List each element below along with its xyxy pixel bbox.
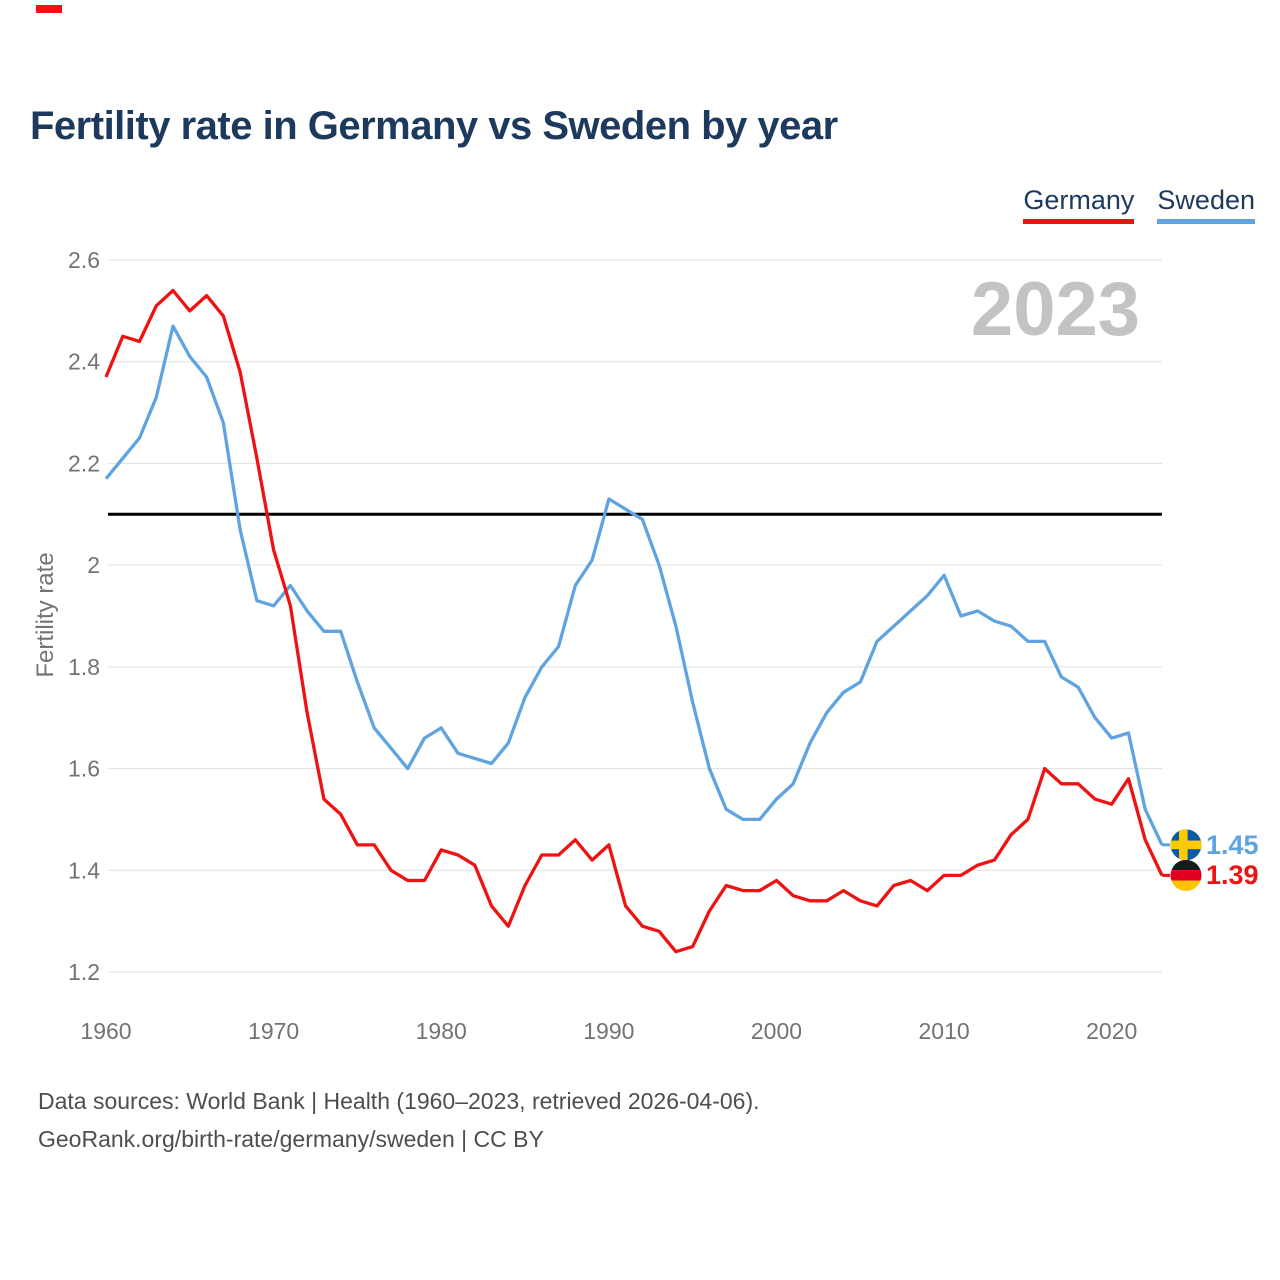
top-left-red-mark [36, 5, 62, 13]
sweden-flag-icon [1170, 829, 1202, 861]
legend-item-germany[interactable]: Germany [1023, 185, 1135, 224]
y-tick-label-1.2: 1.2 [68, 959, 100, 985]
legend-label-germany: Germany [1023, 185, 1135, 215]
series-end-label-sweden: 1.45 [1206, 829, 1259, 860]
legend-underline-sweden [1157, 219, 1255, 224]
y-tick-label-1.4: 1.4 [68, 857, 100, 883]
fertility-line-chart: 2.6 2.4 2.2 2 1.8 1.6 1.4 1.2 1960 1970 1980 1990 20… [68, 247, 1202, 1044]
x-tick-label-1990: 1990 [583, 1018, 634, 1044]
germany-flag-icon [1170, 859, 1202, 891]
year-watermark: 2023 [970, 267, 1140, 352]
series-line-germany [104, 288, 1164, 954]
series-line-sweden [104, 324, 1164, 846]
source-line-1: Data sources: World Bank | Health (1960–… [38, 1088, 760, 1114]
legend: Germany Sweden [1023, 185, 1255, 224]
source-line-2: GeoRank.org/birth-rate/germany/sweden | … [38, 1126, 544, 1152]
x-tick-label-2000: 2000 [751, 1018, 802, 1044]
y-tick-label-2.6: 2.6 [68, 247, 100, 273]
y-tick-label-1.8: 1.8 [68, 654, 100, 680]
legend-label-sweden: Sweden [1157, 185, 1255, 215]
source-note: Data sources: World Bank | Health (1960–… [38, 1082, 760, 1158]
y-tick-label-2.2: 2.2 [68, 450, 100, 476]
series-end-label-germany: 1.39 [1206, 860, 1259, 891]
y-tick-label-2.4: 2.4 [68, 349, 100, 375]
x-tick-label-2020: 2020 [1086, 1018, 1137, 1044]
x-tick-label-2010: 2010 [919, 1018, 970, 1044]
x-tick-label-1970: 1970 [248, 1018, 299, 1044]
legend-underline-germany [1023, 219, 1135, 224]
legend-item-sweden[interactable]: Sweden [1157, 185, 1255, 224]
x-tick-label-1980: 1980 [416, 1018, 467, 1044]
page-title: Fertility rate in Germany vs Sweden by y… [30, 104, 838, 148]
y-tick-label-2: 2 [87, 552, 100, 578]
x-tick-label-1960: 1960 [80, 1018, 131, 1044]
y-tick-label-1.6: 1.6 [68, 756, 100, 782]
